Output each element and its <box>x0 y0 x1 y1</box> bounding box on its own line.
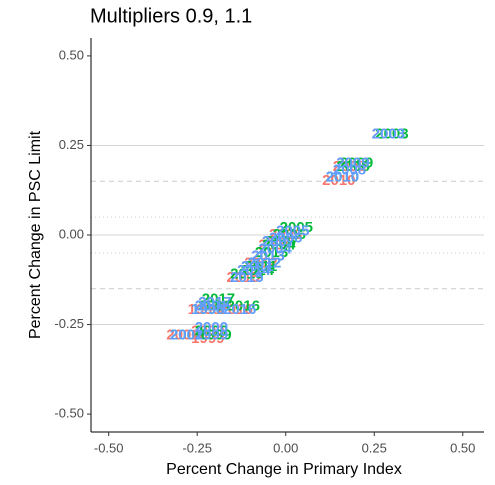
point-label: 2009 <box>336 154 369 171</box>
point-label: 2005 <box>276 222 309 239</box>
point-label: 2012 <box>248 255 281 272</box>
y-tick-label: -0.25 <box>54 316 84 331</box>
point-label: 2006 <box>273 226 306 243</box>
point-label: 1999 <box>195 326 228 343</box>
point-label: 2000 <box>195 323 228 340</box>
point-label: 2008 <box>333 161 366 178</box>
point-label: 2002 <box>170 326 203 343</box>
point-label: 2003 <box>372 126 405 143</box>
point-label: 2003 <box>372 126 405 143</box>
point-label: 2017 <box>198 294 231 311</box>
point-label: 2001 <box>195 298 228 315</box>
point-label: 2013 <box>251 247 284 264</box>
point-label: 2014 <box>237 262 271 279</box>
point-label: 2012 <box>248 255 281 272</box>
point-label: 2004 <box>258 237 292 254</box>
point-label: 2010 <box>326 169 359 186</box>
point-label: 2010 <box>326 169 359 186</box>
y-axis-title: Percent Change in PSC Limit <box>27 130 44 339</box>
point-label: 2012 <box>244 255 277 272</box>
point-label: 1999 <box>191 330 224 347</box>
point-label: 1998 <box>191 301 224 318</box>
point-label: 2000 <box>191 323 224 340</box>
point-label: 2007 <box>262 233 295 250</box>
point-label: 2013 <box>251 247 284 264</box>
point-label: 2011 <box>245 258 278 275</box>
point-label: 2010 <box>322 172 355 189</box>
point-label: 2004 <box>258 240 292 257</box>
y-tick-label: 0.50 <box>59 47 84 62</box>
point-label: 2016 <box>227 298 260 315</box>
point-label: 2016 <box>223 301 256 318</box>
point-label: 2009 <box>336 154 369 171</box>
point-label: 2011 <box>241 258 274 275</box>
point-label: 2017 <box>202 290 235 307</box>
point-label: 2015 <box>230 265 263 282</box>
point-label: 1999 <box>198 326 231 343</box>
point-label: 2007 <box>262 233 295 250</box>
point-label: 2000 <box>195 319 228 336</box>
point-label: 2001 <box>195 298 228 315</box>
point-label: 2008 <box>336 158 369 175</box>
point-label: 2005 <box>276 222 309 239</box>
point-label: 1998 <box>188 301 221 318</box>
point-label: 2005 <box>280 219 313 236</box>
point-label: 2006 <box>269 230 302 247</box>
point-label: 2013 <box>255 244 288 261</box>
y-tick-label: 0.00 <box>59 226 84 241</box>
point-label: 2016 <box>219 301 252 318</box>
x-tick-label: 0.00 <box>273 440 298 455</box>
chart-title: Multipliers 0.9, 1.1 <box>90 5 252 27</box>
point-label: 2009 <box>340 154 373 171</box>
point-label: 2015 <box>230 269 263 286</box>
x-tick-label: -0.50 <box>94 440 124 455</box>
point-label: 2017 <box>198 294 231 311</box>
point-label: 2014 <box>241 262 275 279</box>
point-label: 2003 <box>375 126 408 143</box>
x-axis-title: Percent Change in Primary Index <box>166 461 402 478</box>
point-label: 2002 <box>166 326 199 343</box>
point-label: 2002 <box>170 326 203 343</box>
y-tick-label: 0.25 <box>59 137 84 152</box>
x-tick-label: -0.25 <box>182 440 212 455</box>
point-label: 2014 <box>237 262 271 279</box>
y-tick-label: -0.50 <box>54 406 84 421</box>
x-tick-label: 0.25 <box>362 440 387 455</box>
point-label: 2011 <box>241 258 274 275</box>
point-label: 2001 <box>198 298 231 315</box>
point-label: 2006 <box>269 226 302 243</box>
point-label: 2015 <box>227 269 260 286</box>
point-label: 2008 <box>333 158 366 175</box>
point-label: 2004 <box>262 237 296 254</box>
point-label: 1998 <box>191 301 224 318</box>
x-tick-label: 0.50 <box>450 440 475 455</box>
point-label: 2007 <box>266 233 299 250</box>
